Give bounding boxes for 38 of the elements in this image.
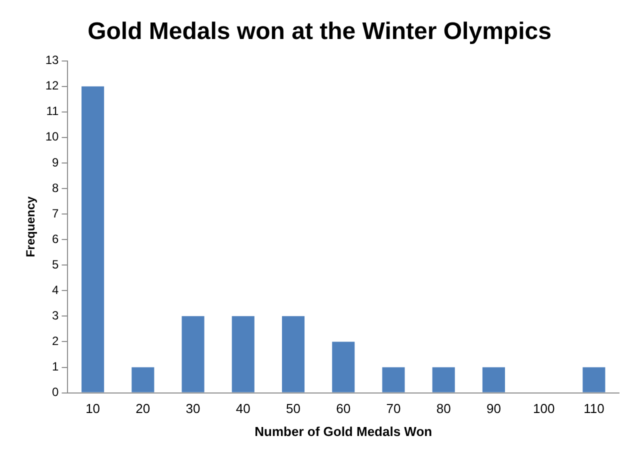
x-tick-label: 100	[532, 401, 555, 416]
x-tick-label: 60	[336, 401, 351, 416]
bar	[132, 367, 154, 392]
x-tick-label: 110	[584, 401, 604, 416]
bar	[482, 367, 505, 392]
y-tick-label: 10	[45, 130, 60, 144]
y-tick-label: 11	[46, 104, 60, 118]
x-tick-label: 40	[236, 401, 250, 416]
bar	[282, 316, 305, 392]
y-tick-label: 12	[45, 78, 60, 93]
x-tick-label: 50	[286, 401, 300, 416]
y-axis-title: Frequency	[24, 196, 38, 258]
y-tick-label: 7	[52, 206, 60, 220]
x-tick-label: 30	[186, 401, 200, 416]
bar	[182, 316, 204, 392]
y-tick-label: 1	[52, 360, 60, 374]
chart-title: Gold Medals won at the Winter Olympics	[88, 18, 552, 46]
y-tick-label: 3	[52, 308, 60, 322]
y-tick-label: 2	[52, 334, 60, 348]
bar	[432, 367, 455, 392]
x-tick-label: 10	[86, 401, 100, 416]
x-tick-label: 70	[386, 401, 401, 416]
x-tick-label: 80	[436, 401, 451, 416]
y-tick-label: 0	[52, 385, 60, 400]
x-axis-title: Number of Gold Medals Won	[254, 424, 432, 439]
bar	[382, 367, 405, 392]
y-tick-label: 5	[52, 257, 60, 272]
x-tick-label: 90	[486, 401, 501, 416]
bar	[582, 367, 606, 392]
y-tick-label: 4	[52, 282, 60, 297]
bar	[332, 342, 355, 392]
y-tick-label: 13	[45, 53, 60, 68]
bar	[82, 86, 104, 392]
x-tick-label: 20	[136, 401, 150, 416]
y-tick-label: 6	[52, 232, 60, 246]
bar	[232, 316, 254, 392]
y-tick-label: 9	[52, 155, 60, 170]
y-tick-label: 8	[52, 180, 60, 195]
